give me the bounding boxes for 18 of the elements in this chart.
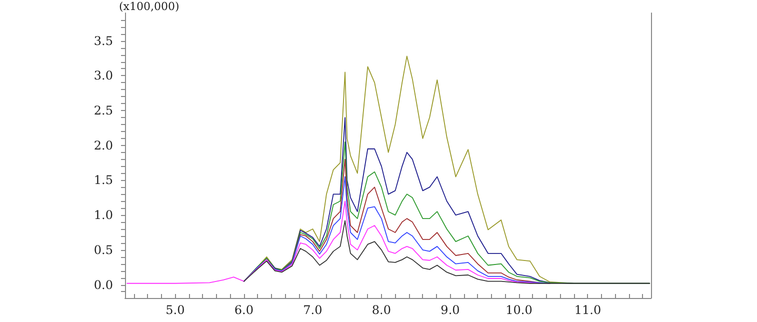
y-axis-title: (x100,000) — [119, 0, 180, 13]
y-tick-label: 2.5 — [94, 104, 113, 118]
x-tick-label: 5.0 — [166, 303, 185, 317]
y-tick-label: 0.0 — [94, 278, 113, 292]
line-series — [244, 220, 650, 284]
x-tick-label: 9.0 — [440, 303, 460, 317]
line-series — [126, 200, 540, 284]
y-tick-label: 3.0 — [94, 68, 113, 83]
x-tick-label: 6.0 — [234, 303, 254, 317]
y-tick-label: 2.0 — [94, 138, 113, 152]
x-tick-label: 11.0 — [574, 303, 602, 317]
x-tick-label: 7.0 — [303, 303, 322, 317]
x-tick-label: 10.0 — [506, 303, 532, 317]
y-tick-label: 1.0 — [94, 208, 113, 222]
x-tick-label: 8.0 — [372, 303, 392, 317]
y-tick-label: 1.5 — [94, 173, 113, 188]
y-tick-label: 3.5 — [94, 34, 113, 48]
y-tick-label: 0.5 — [94, 242, 113, 257]
